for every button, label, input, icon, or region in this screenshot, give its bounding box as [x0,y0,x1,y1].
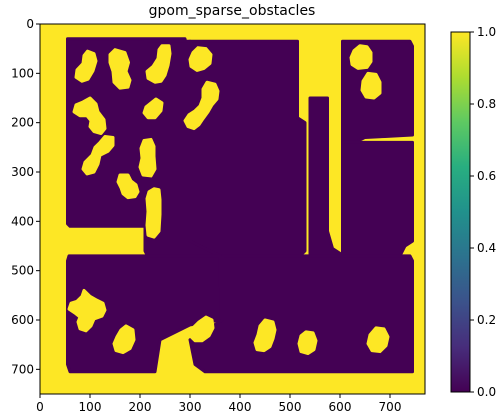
obstacle-shape-obstacle-s [366,326,390,354]
x-tick-label: 500 [279,400,302,414]
y-tick-label: 500 [11,264,34,278]
colorbar [450,31,471,393]
obstacle-shape-obstacle-o [112,324,136,355]
free-region-right-mid-room [341,140,414,263]
colorbar-tick-label: 0.2 [477,313,496,327]
plot-frame [39,23,426,395]
y-tick-label: 700 [11,362,34,376]
x-tick-label: 100 [79,400,102,414]
colorbar-axis: 0.0 0.2 0.4 0.6 0.8 1.0 [470,25,496,399]
obstacle-shape-obstacle-c [145,44,172,84]
colorbar-tick-label: 0.8 [477,97,496,111]
y-tick-label: 600 [11,313,34,327]
colorbar-tick-label: 0.6 [477,169,496,183]
x-tick-label: 200 [129,400,152,414]
colorbar-tick-label: 1.0 [477,25,496,39]
colorbar-tick-label: 0.0 [477,385,496,399]
free-region-lower-right-room [188,254,414,374]
x-tick-label: 300 [179,400,202,414]
free-region-center-room [188,39,307,263]
obstacle-shape-obstacle-g [138,137,157,178]
obstacle-shape-obstacle-l [349,44,373,70]
y-axis: 0 100 200 300 400 500 600 700 [11,17,40,376]
obstacle-shape-obstacle-a [74,49,98,83]
y-tick-label: 200 [11,116,34,130]
x-tick-label: 600 [329,400,352,414]
obstacle-shape-obstacle-i [188,46,213,72]
obstacle-shape-obstacle-m [360,71,382,100]
chart-title: gpom_sparse_obstacles [149,3,316,19]
y-tick-label: 300 [11,165,34,179]
obstacle-shape-obstacle-r [297,330,318,356]
obstacle-shape-obstacle-j [183,80,220,131]
obstacle-shape-obstacle-b [108,48,132,90]
free-region-lower-left-room [66,254,223,374]
obstacle-shape-obstacle-p [188,315,215,343]
obstacle-shape-obstacle-n [67,288,107,333]
x-tick-label: 400 [229,400,252,414]
obstacle-shape-obstacle-e [142,97,164,120]
x-axis: 0 100 200 300 400 500 600 700 [36,394,401,414]
y-tick-label: 100 [11,66,34,80]
x-tick-label: 700 [379,400,402,414]
colorbar-tick-label: 0.4 [477,241,496,255]
obstacle-shape-obstacle-f [81,134,115,176]
y-tick-label: 400 [11,214,34,228]
y-tick-label: 0 [26,17,34,31]
plot-area [39,23,426,395]
obstacle-shape-obstacle-d [72,96,107,136]
obstacle-shape-obstacle-k [145,187,162,239]
obstacle-shape-obstacle-h [116,173,140,200]
obstacle-layer [67,44,390,356]
x-tick-label: 0 [36,400,44,414]
obstacle-shape-obstacle-q [253,318,277,353]
